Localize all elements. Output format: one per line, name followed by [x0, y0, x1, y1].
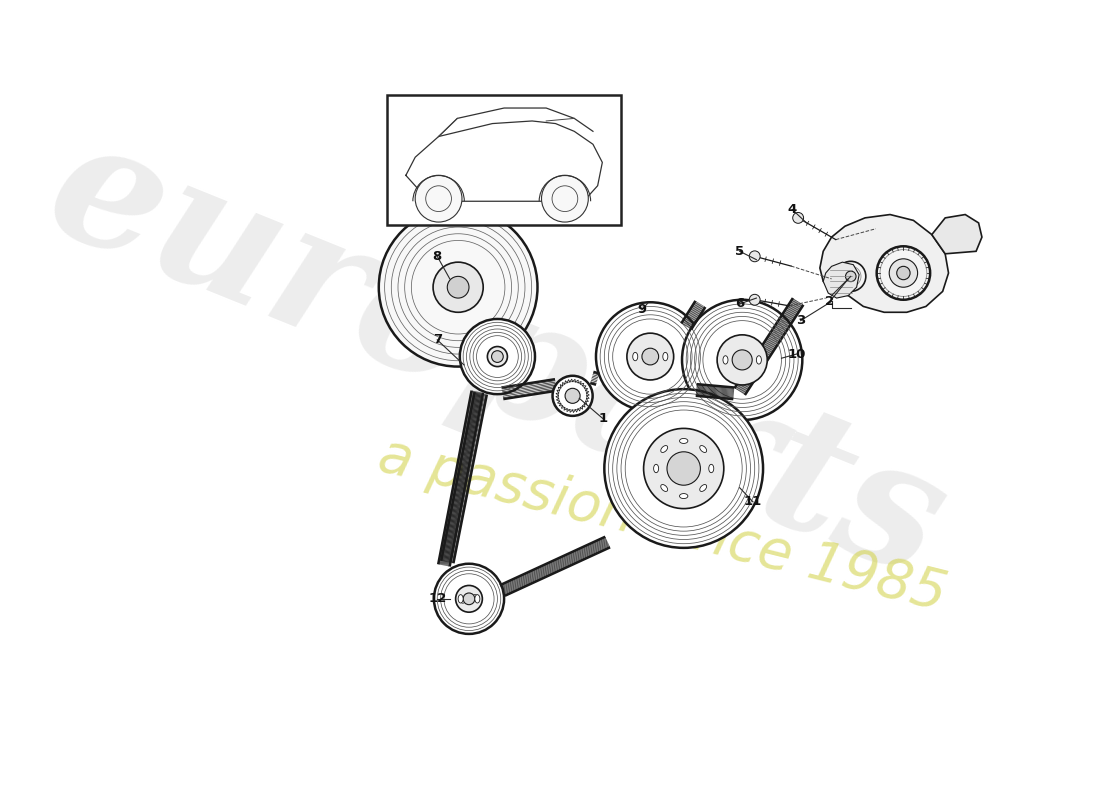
- Circle shape: [460, 319, 535, 394]
- Circle shape: [846, 271, 856, 282]
- Circle shape: [667, 452, 701, 486]
- Ellipse shape: [723, 356, 728, 364]
- Circle shape: [604, 389, 763, 548]
- Circle shape: [627, 333, 673, 380]
- Circle shape: [749, 294, 760, 305]
- Circle shape: [455, 586, 483, 612]
- Text: a passion since 1985: a passion since 1985: [373, 429, 953, 622]
- Ellipse shape: [680, 494, 688, 498]
- Circle shape: [463, 593, 475, 605]
- Ellipse shape: [632, 352, 638, 361]
- Ellipse shape: [700, 485, 706, 491]
- Circle shape: [896, 266, 910, 280]
- Text: 7: 7: [432, 334, 442, 346]
- Text: 12: 12: [428, 592, 447, 606]
- Bar: [387, 95, 622, 225]
- Circle shape: [433, 564, 504, 634]
- Ellipse shape: [661, 485, 668, 491]
- Ellipse shape: [700, 446, 706, 453]
- Text: 2: 2: [825, 295, 835, 308]
- Circle shape: [682, 300, 802, 420]
- Ellipse shape: [653, 464, 659, 473]
- Ellipse shape: [475, 594, 480, 603]
- Ellipse shape: [757, 356, 761, 364]
- Ellipse shape: [458, 594, 463, 603]
- Circle shape: [552, 376, 593, 416]
- Text: europarts: europarts: [25, 102, 967, 614]
- Circle shape: [749, 251, 760, 262]
- Text: 5: 5: [735, 245, 745, 258]
- Circle shape: [378, 208, 538, 366]
- Circle shape: [717, 335, 767, 385]
- Circle shape: [492, 350, 503, 362]
- Circle shape: [596, 302, 705, 411]
- Text: 10: 10: [788, 347, 805, 361]
- Circle shape: [836, 262, 866, 291]
- Circle shape: [642, 348, 659, 365]
- Circle shape: [473, 594, 477, 598]
- Circle shape: [541, 175, 589, 222]
- Text: 3: 3: [796, 314, 805, 327]
- Circle shape: [877, 246, 931, 300]
- Circle shape: [433, 262, 483, 312]
- Text: 11: 11: [744, 495, 762, 509]
- Ellipse shape: [708, 464, 714, 473]
- Ellipse shape: [680, 438, 688, 443]
- Circle shape: [793, 213, 804, 223]
- Circle shape: [889, 259, 917, 287]
- Text: 1: 1: [598, 412, 607, 425]
- Circle shape: [461, 599, 464, 603]
- Polygon shape: [932, 214, 982, 254]
- Circle shape: [448, 276, 469, 298]
- Circle shape: [487, 346, 507, 366]
- Circle shape: [415, 175, 462, 222]
- Text: 9: 9: [637, 303, 647, 316]
- Text: 4: 4: [788, 203, 796, 216]
- Circle shape: [565, 388, 580, 403]
- Circle shape: [733, 350, 752, 370]
- Text: 8: 8: [432, 250, 442, 263]
- Polygon shape: [823, 262, 859, 298]
- Ellipse shape: [661, 446, 668, 453]
- Text: 6: 6: [735, 298, 745, 310]
- Circle shape: [644, 429, 724, 509]
- Polygon shape: [820, 214, 948, 312]
- Ellipse shape: [663, 352, 668, 361]
